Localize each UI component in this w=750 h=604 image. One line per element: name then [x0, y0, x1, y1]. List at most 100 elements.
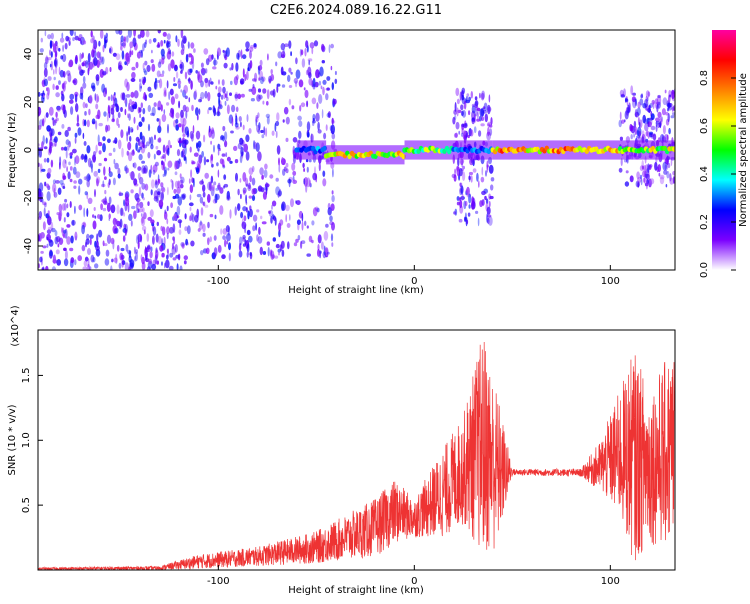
heatmap-blob — [254, 141, 257, 150]
heatmap-blob — [167, 167, 170, 171]
heatmap-blob — [50, 51, 53, 58]
heatmap-blob — [288, 85, 293, 88]
heatmap-blob — [463, 100, 467, 110]
heatmap-blob — [143, 41, 147, 49]
heatmap-blob — [262, 88, 267, 94]
snr-y-label: SNR (10 * v/v) — [7, 404, 18, 475]
heatmap-blob — [128, 213, 133, 221]
heatmap-blob — [130, 171, 135, 181]
heatmap-blob — [130, 220, 133, 227]
heatmap-blob — [201, 67, 206, 76]
heatmap-blob — [146, 233, 150, 242]
heatmap-blob — [53, 76, 56, 81]
heatmap-blob — [477, 217, 480, 227]
heatmap-blob — [38, 92, 41, 97]
heatmap-blob — [167, 123, 169, 134]
heatmap-blob — [200, 91, 205, 100]
heatmap-blob — [182, 133, 186, 137]
heatmap-blob — [620, 94, 626, 98]
heatmap-blob — [619, 111, 622, 121]
heatmap-blob — [83, 207, 86, 218]
heatmap-blob — [104, 176, 107, 181]
heatmap-blob — [623, 88, 626, 98]
heatmap-blob — [300, 102, 306, 108]
heatmap-blob — [244, 239, 247, 245]
heatmap-blob — [147, 201, 150, 207]
heatmap-blob — [70, 151, 73, 156]
heatmap-blob — [225, 47, 230, 57]
heatmap-blob — [133, 246, 136, 255]
heatmap-blob — [226, 190, 230, 200]
heatmap-blob — [453, 174, 457, 182]
heatmap-blob — [111, 258, 114, 263]
heatmap-blob — [44, 115, 46, 123]
heatmap-blob — [464, 201, 468, 206]
heatmap-blob — [281, 157, 284, 164]
heatmap-blob — [119, 207, 124, 217]
heatmap-blob — [285, 214, 288, 223]
heatmap-blob — [203, 134, 206, 143]
heatmap-blob — [55, 180, 60, 184]
heatmap-blob — [174, 160, 178, 170]
heatmap-blob — [205, 247, 210, 254]
heatmap-blob — [166, 42, 171, 48]
heatmap-blob — [185, 238, 189, 246]
heatmap-blob — [59, 210, 63, 218]
heatmap-blob — [231, 62, 234, 71]
heatmap-blob — [318, 80, 322, 86]
heatmap-blob — [162, 226, 166, 236]
heatmap-blob — [655, 120, 658, 127]
heatmap-blob — [298, 120, 303, 127]
heatmap-blob — [193, 152, 199, 157]
heatmap-blob — [149, 251, 153, 259]
heatmap-blob — [166, 80, 169, 89]
heatmap-blob — [242, 68, 245, 78]
heatmap-blob — [472, 158, 475, 167]
heatmap-blob — [238, 116, 242, 122]
heatmap-blob — [166, 248, 169, 254]
heatmap-blob — [474, 96, 478, 101]
heatmap-blob — [650, 133, 655, 137]
heatmap-blob — [453, 133, 458, 138]
heatmap-blob — [74, 31, 76, 37]
heatmap-blob — [98, 150, 102, 155]
heatmap-blob — [454, 168, 456, 175]
heatmap-blob — [64, 130, 69, 137]
heatmap-blob — [70, 257, 75, 264]
heatmap-blob — [179, 173, 182, 179]
heatmap-blob — [60, 104, 66, 111]
heatmap-blob — [42, 94, 45, 98]
heatmap-blob — [665, 184, 668, 188]
heatmap-blob — [319, 66, 324, 77]
heatmap-blob — [461, 123, 465, 128]
heatmap-blob — [128, 113, 131, 121]
heatmap-blob — [187, 78, 191, 82]
heatmap-blob — [659, 174, 665, 180]
heatmap-blob — [181, 194, 186, 201]
heatmap-blob — [84, 60, 89, 68]
heatmap-blob — [42, 118, 45, 127]
heatmap-blob — [155, 249, 159, 259]
heatmap-blob — [320, 241, 324, 250]
heatmap-blob — [177, 38, 180, 48]
heatmap-blob — [240, 211, 244, 219]
heatmap-blob — [126, 249, 132, 255]
heatmap-blob — [86, 233, 90, 241]
heatmap-blob — [87, 157, 92, 168]
heatmap-blob — [61, 183, 65, 188]
heatmap-blob — [103, 243, 108, 247]
heatmap-blob — [667, 102, 671, 109]
heatmap-blob — [137, 201, 140, 206]
heatmap-blob — [277, 192, 280, 198]
heatmap-blob — [237, 188, 240, 196]
heatmap-blob — [199, 220, 202, 226]
heatmap-blob — [484, 113, 488, 123]
heatmap-blob — [50, 32, 54, 40]
heatmap-blob — [103, 111, 107, 117]
heatmap-blob — [200, 207, 204, 216]
heatmap-blob — [332, 168, 334, 178]
heatmap-blob — [71, 219, 76, 226]
heatmap-blob — [97, 109, 101, 120]
heatmap-blob — [92, 154, 96, 163]
heatmap-blob — [211, 127, 215, 135]
